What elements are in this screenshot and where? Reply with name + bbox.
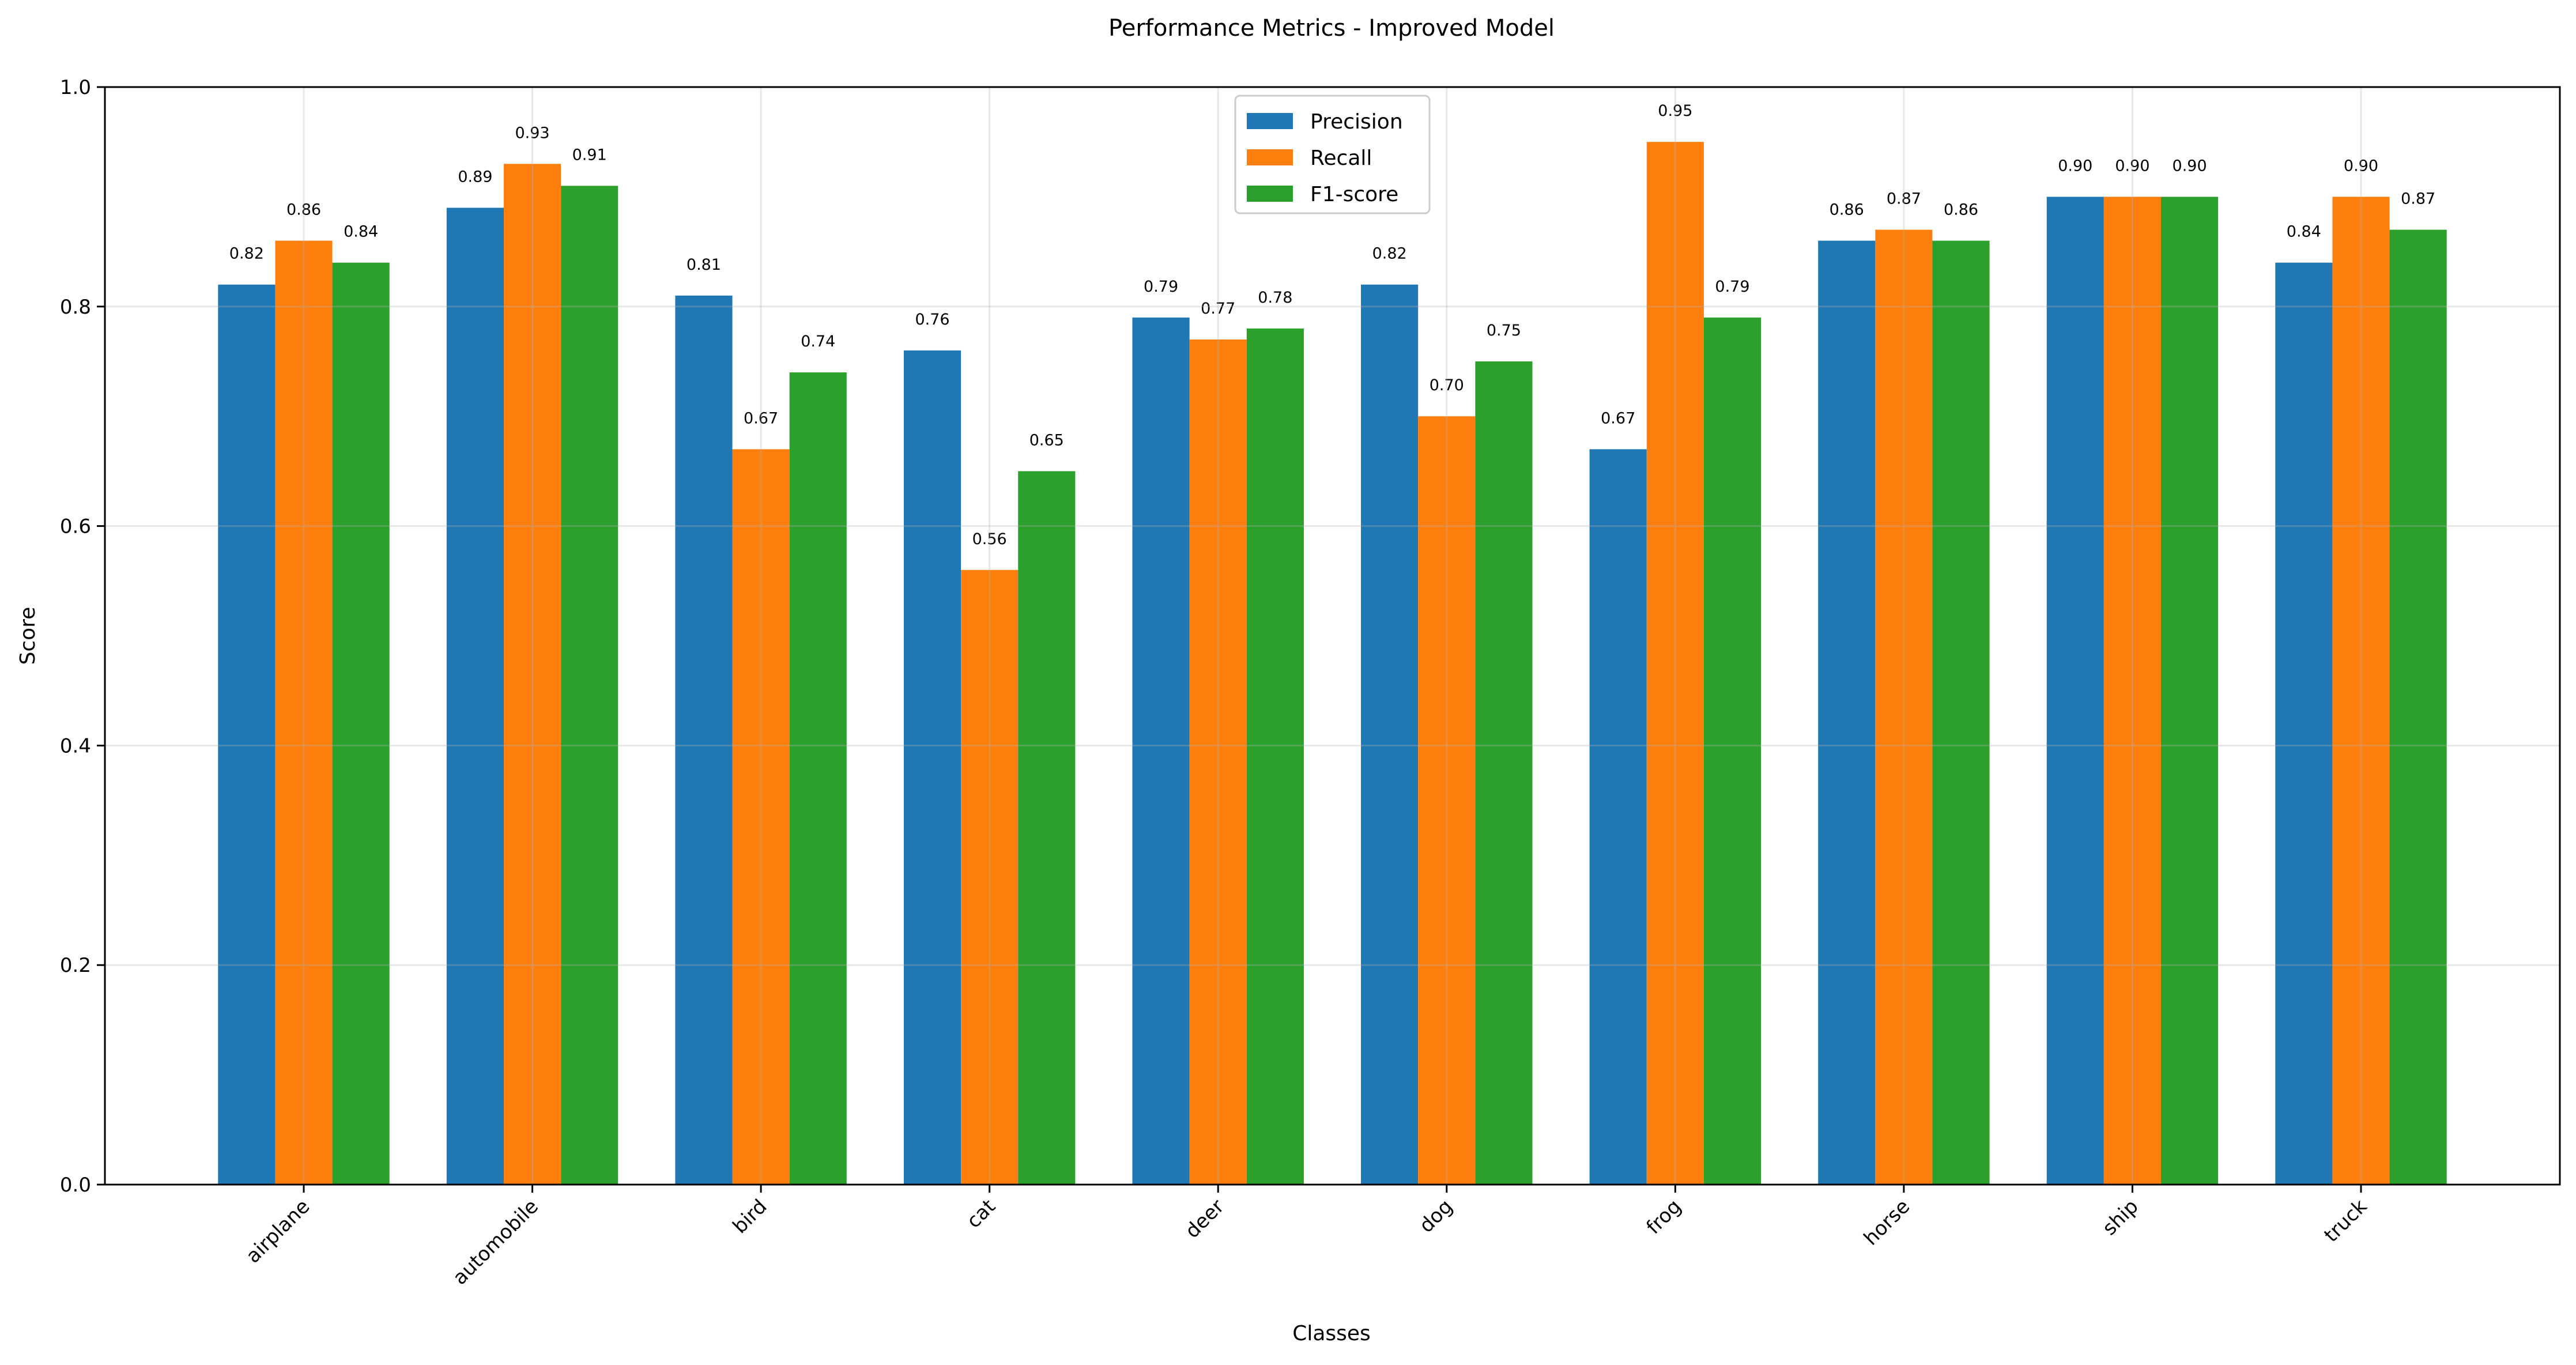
bar-f1-score-bird xyxy=(789,372,847,1185)
data-label: 0.84 xyxy=(344,223,378,241)
data-label: 0.81 xyxy=(687,256,721,274)
legend-label: F1-score xyxy=(1310,183,1398,206)
legend-label: Precision xyxy=(1310,110,1403,134)
y-axis-label: Score xyxy=(16,607,40,665)
bar-precision-airplane xyxy=(218,284,276,1185)
y-tick-label: 0.0 xyxy=(60,1174,91,1197)
bar-precision-dog xyxy=(1361,284,1419,1185)
bar-f1-score-airplane xyxy=(332,262,390,1185)
legend-swatch-precision xyxy=(1247,113,1293,129)
data-label: 0.76 xyxy=(915,311,949,329)
legend-label: Recall xyxy=(1310,146,1372,170)
bar-precision-frog xyxy=(1589,449,1647,1185)
bar-f1-score-automobile xyxy=(561,186,618,1185)
data-label: 0.91 xyxy=(572,146,607,164)
data-label: 0.87 xyxy=(1887,190,1921,208)
legend-swatch-recall xyxy=(1247,149,1293,165)
data-label: 0.77 xyxy=(1201,300,1235,318)
x-tick-label: ship xyxy=(2098,1195,2143,1240)
data-label: 0.86 xyxy=(286,201,321,219)
x-tick-label: frog xyxy=(1642,1195,1686,1239)
data-label: 0.90 xyxy=(2344,157,2378,175)
bar-f1-score-frog xyxy=(1703,317,1762,1185)
data-label: 0.84 xyxy=(2287,223,2321,241)
bar-precision-ship xyxy=(2046,197,2104,1185)
x-tick-label: dog xyxy=(1415,1195,1458,1238)
bar-precision-cat xyxy=(903,350,961,1185)
data-label: 0.89 xyxy=(458,168,492,186)
legend-swatch-f1-score xyxy=(1247,186,1293,202)
data-label: 0.56 xyxy=(972,530,1007,548)
bar-recall-dog xyxy=(1418,416,1476,1185)
bar-recall-truck xyxy=(2332,197,2390,1185)
chart-title: Performance Metrics - Improved Model xyxy=(1108,15,1555,42)
data-label: 0.70 xyxy=(1430,376,1464,394)
y-tick-label: 0.8 xyxy=(60,296,91,319)
y-tick-label: 0.2 xyxy=(60,954,91,977)
x-tick-label: horse xyxy=(1860,1195,1914,1250)
data-label: 0.82 xyxy=(229,245,264,263)
data-label: 0.79 xyxy=(1144,278,1178,296)
bar-recall-frog xyxy=(1646,142,1704,1185)
bar-recall-deer xyxy=(1189,339,1247,1185)
bar-precision-bird xyxy=(675,295,733,1185)
x-axis-label: Classes xyxy=(1292,1322,1371,1345)
bar-f1-score-cat xyxy=(1018,471,1076,1185)
bar-f1-score-horse xyxy=(1932,240,1990,1185)
data-label: 0.87 xyxy=(2401,190,2435,208)
data-label: 0.67 xyxy=(744,409,778,427)
data-label: 0.78 xyxy=(1258,289,1292,307)
x-tick-label: deer xyxy=(1181,1195,1229,1243)
data-label: 0.65 xyxy=(1029,431,1064,449)
bar-recall-automobile xyxy=(503,164,561,1185)
bar-recall-ship xyxy=(2103,197,2162,1185)
y-tick-label: 1.0 xyxy=(60,76,91,99)
x-tick-label: truck xyxy=(2319,1195,2371,1247)
bar-recall-horse xyxy=(1875,229,1933,1185)
data-label: 0.90 xyxy=(2115,157,2149,175)
data-label: 0.74 xyxy=(801,333,835,350)
y-tick-label: 0.6 xyxy=(60,515,91,538)
axes-frame xyxy=(104,86,2561,1186)
data-label: 0.86 xyxy=(1944,201,1978,219)
data-label: 0.82 xyxy=(1372,245,1407,263)
data-label: 0.95 xyxy=(1658,102,1692,120)
bar-f1-score-truck xyxy=(2389,229,2447,1185)
bar-f1-score-ship xyxy=(2161,197,2219,1185)
x-tick-label: airplane xyxy=(242,1195,314,1268)
bar-precision-horse xyxy=(1818,240,1876,1185)
bar-f1-score-dog xyxy=(1475,361,1533,1185)
x-tick-label: bird xyxy=(729,1195,772,1238)
bar-recall-bird xyxy=(732,449,790,1185)
data-label: 0.75 xyxy=(1487,322,1521,340)
data-label: 0.79 xyxy=(1715,278,1749,296)
data-label: 0.90 xyxy=(2173,157,2207,175)
bar-f1-score-deer xyxy=(1246,328,1304,1185)
bar-recall-cat xyxy=(961,570,1019,1185)
bar-recall-airplane xyxy=(275,240,333,1185)
data-label: 0.90 xyxy=(2058,157,2092,175)
x-tick-label: cat xyxy=(962,1195,1000,1233)
y-tick-label: 0.4 xyxy=(60,734,91,757)
bar-precision-automobile xyxy=(446,208,504,1185)
data-label: 0.86 xyxy=(1830,201,1864,219)
data-label: 0.67 xyxy=(1601,409,1635,427)
x-tick-label: automobile xyxy=(448,1195,543,1289)
bar-precision-deer xyxy=(1132,317,1190,1185)
data-label: 0.93 xyxy=(515,124,549,142)
bar-precision-truck xyxy=(2275,262,2333,1185)
